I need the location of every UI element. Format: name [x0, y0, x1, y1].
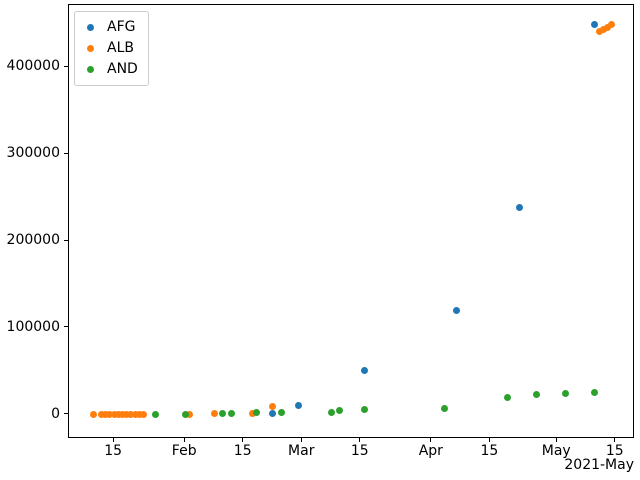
- data-point-and: [503, 393, 511, 401]
- data-point-alb: [269, 402, 277, 410]
- y-tick-label: 300000: [6, 145, 60, 162]
- data-point-and: [227, 409, 235, 417]
- x-tick-label: 15: [350, 443, 369, 459]
- plot-area: AFG ALB AND: [68, 4, 634, 438]
- legend-item-afg: AFG: [87, 17, 138, 38]
- data-point-and: [591, 388, 599, 396]
- data-point-and: [562, 389, 570, 397]
- data-point-and: [361, 405, 369, 413]
- data-point-afg: [591, 20, 599, 28]
- y-tick-mark: [64, 65, 68, 67]
- data-point-and: [252, 409, 260, 417]
- data-point-alb: [185, 410, 193, 418]
- x-axis-offset-label: 2021-May: [564, 457, 634, 473]
- data-point-and: [336, 407, 344, 415]
- data-point-alb: [139, 410, 147, 418]
- data-point-alb: [110, 410, 118, 418]
- legend-item-and: AND: [87, 59, 138, 80]
- x-tick-label: Mar: [288, 443, 315, 459]
- data-point-alb: [98, 411, 106, 419]
- x-tick-mark: [488, 438, 490, 442]
- data-point-and: [440, 404, 448, 412]
- x-tick-label: 15: [104, 443, 123, 459]
- y-tick-label: 0: [51, 405, 60, 422]
- data-point-alb: [123, 410, 131, 418]
- data-point-alb: [599, 26, 607, 34]
- data-point-alb: [248, 410, 256, 418]
- data-point-afg: [453, 307, 461, 315]
- legend-item-alb: ALB: [87, 38, 138, 59]
- legend: AFG ALB AND: [74, 11, 149, 86]
- y-tick-mark: [64, 152, 68, 154]
- legend-marker-and-icon: [87, 66, 94, 73]
- data-point-alb: [608, 21, 616, 29]
- legend-label-afg: AFG: [107, 19, 136, 35]
- data-point-afg: [361, 366, 369, 374]
- legend-marker-alb-icon: [87, 45, 94, 52]
- x-tick-label: May: [541, 443, 571, 459]
- data-point-alb: [106, 410, 114, 418]
- y-tick-mark: [64, 239, 68, 241]
- data-point-alb: [127, 410, 135, 418]
- data-point-afg: [294, 402, 302, 410]
- y-tick-mark: [64, 326, 68, 328]
- data-point-and: [219, 410, 227, 418]
- data-point-alb: [603, 23, 611, 31]
- data-point-and: [532, 390, 540, 398]
- x-tick-label: Apr: [418, 443, 443, 459]
- data-point-alb: [119, 410, 126, 418]
- data-point-alb: [135, 410, 143, 418]
- x-tick-label: Feb: [171, 443, 197, 459]
- x-tick-mark: [430, 438, 432, 442]
- legend-label-alb: ALB: [107, 40, 134, 56]
- x-tick-mark: [555, 438, 557, 442]
- x-tick-mark: [359, 438, 361, 442]
- data-point-alb: [210, 410, 218, 418]
- x-tick-mark: [183, 438, 185, 442]
- data-point-afg: [516, 203, 524, 211]
- x-tick-mark: [614, 438, 616, 442]
- data-point-and: [181, 410, 189, 418]
- data-point-afg: [269, 410, 277, 418]
- data-point-alb: [595, 28, 603, 36]
- x-tick-mark: [242, 438, 244, 442]
- data-point-and: [277, 408, 285, 416]
- data-point-alb: [114, 410, 122, 418]
- y-tick-label: 400000: [6, 58, 60, 75]
- y-tick-label: 100000: [6, 318, 60, 335]
- x-tick-label: 15: [233, 443, 252, 459]
- x-tick-label: 15: [605, 443, 624, 459]
- data-point-alb: [102, 410, 110, 418]
- data-point-and: [328, 408, 336, 416]
- data-point-alb: [131, 410, 139, 418]
- data-point-and: [152, 410, 160, 418]
- data-point-alb: [89, 411, 97, 419]
- legend-label-and: AND: [107, 61, 138, 77]
- x-tick-mark: [112, 438, 114, 442]
- y-tick-label: 200000: [6, 232, 60, 249]
- x-tick-label: 15: [480, 443, 499, 459]
- x-tick-mark: [300, 438, 302, 442]
- legend-marker-afg-icon: [87, 24, 94, 31]
- y-tick-mark: [64, 413, 68, 415]
